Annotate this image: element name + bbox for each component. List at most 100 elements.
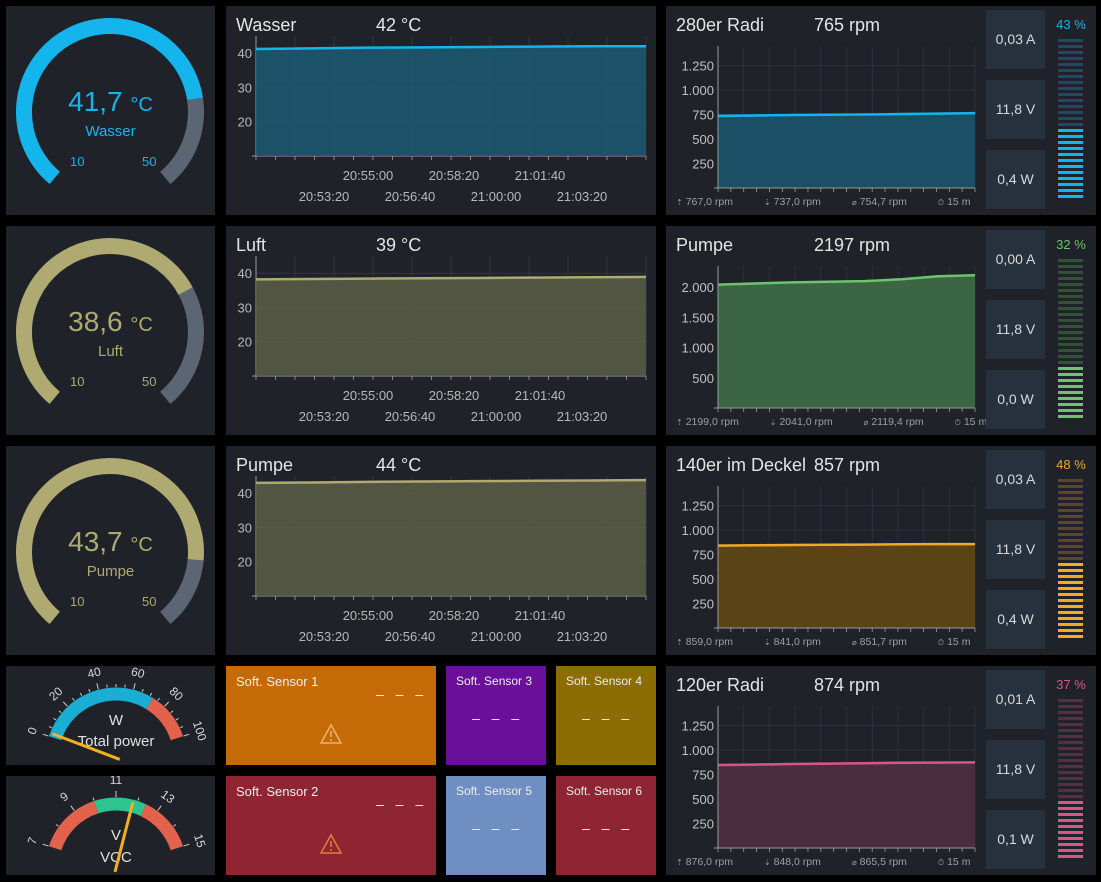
y-tick-label: 30 xyxy=(238,80,252,95)
stat-avg: ⌀ 851,7 rpm xyxy=(852,636,921,648)
gauge-min: 10 xyxy=(70,594,84,609)
fan-chart-plot: 1.2501.000750500250 xyxy=(666,6,986,215)
level-bar xyxy=(1058,57,1083,60)
fan-percent: 43 % xyxy=(1051,17,1091,32)
stat-span: ⏱ 15 m xyxy=(938,636,985,648)
level-bar xyxy=(1058,819,1083,822)
dial-tick-label: 40 xyxy=(86,666,103,681)
stat-max-value: 767,0 rpm xyxy=(686,196,733,208)
level-bar xyxy=(1058,611,1083,614)
y-tick-label: 2.000 xyxy=(681,280,714,295)
fan-volts: 11,8 V xyxy=(986,520,1045,579)
level-bar xyxy=(1058,129,1083,132)
temp-chart-pumpe: Pumpe 44 °C 40 30 20 20:55:00 20:58:20 21:01:… xyxy=(226,446,656,655)
sensor-name: Soft. Sensor 3 xyxy=(456,674,532,688)
fan-level-bars xyxy=(1058,699,1083,861)
level-bar xyxy=(1058,521,1083,524)
level-bar xyxy=(1058,81,1083,84)
level-bar xyxy=(1058,99,1083,102)
clock-icon: ⏱ xyxy=(938,638,944,647)
stat-avg-value: 865,5 rpm xyxy=(860,856,907,868)
level-bar xyxy=(1058,485,1083,488)
temp-chart-luft: Luft 39 °C 40 30 20 20:55:00 20:58:20 21:01:4… xyxy=(226,226,656,435)
clock-icon: ⏱ xyxy=(938,198,944,207)
gauge-value-number: 43,7 xyxy=(68,526,123,557)
level-bar xyxy=(1058,801,1083,804)
level-bar xyxy=(1058,265,1083,268)
level-bar xyxy=(1058,569,1083,572)
x-tick-label: 20:58:20 xyxy=(429,608,480,623)
level-bar xyxy=(1058,753,1083,756)
series-area xyxy=(718,544,975,628)
y-tick-label: 1.000 xyxy=(681,523,714,538)
dial-tick xyxy=(138,798,139,801)
level-bar xyxy=(1058,397,1083,400)
level-bar xyxy=(1058,563,1083,566)
gauge-value: 43,7 °C xyxy=(6,526,215,558)
stat-min-value: 737,0 rpm xyxy=(774,196,821,208)
fan-chart-plot: 1.2501.000750500250 xyxy=(666,666,986,875)
level-bar xyxy=(1058,165,1083,168)
dial-unit: W xyxy=(109,712,124,729)
stat-max: ⇡ 2199,0 rpm xyxy=(676,416,753,428)
temp-chart-plot: 40 30 20 20:55:00 20:58:20 21:01:40 20:53:20 20… xyxy=(226,226,656,435)
vcc-gauge-dial: 79111315VVCC xyxy=(6,776,215,875)
y-tick-label: 750 xyxy=(692,548,714,563)
y-tick-label: 1.000 xyxy=(681,83,714,98)
level-bar xyxy=(1058,289,1083,292)
fan-level-bars xyxy=(1058,39,1083,201)
level-bar xyxy=(1058,313,1083,316)
y-tick-label: 1.000 xyxy=(681,743,714,758)
dial-tick xyxy=(142,689,143,692)
gauge-label: Luft xyxy=(6,343,215,360)
series-area xyxy=(718,275,975,408)
stat-max: ⇡ 876,0 rpm xyxy=(676,856,747,868)
fan-panel-140er-deckel: 140er im Deckel 857 rpm 1.250 1.000 750 500… xyxy=(666,446,1096,655)
gauge-value-number: 38,6 xyxy=(68,306,123,337)
level-bar xyxy=(1058,277,1083,280)
fan-stats: ⇡ 876,0 rpm ⇣ 848,0 rpm ⌀ 865,5 rpm ⏱ 15 m xyxy=(676,856,998,868)
dial-tick xyxy=(93,798,94,801)
y-tick-label: 500 xyxy=(692,132,714,147)
power-gauge-dial: 02040 6080100WTotal power xyxy=(6,666,215,765)
fan-stats: ⇡ 767,0 rpm ⇣ 737,0 rpm ⌀ 754,7 rpm ⏱ 15 m xyxy=(676,196,998,208)
x-tick-label: 20:58:20 xyxy=(429,168,480,183)
y-tick-label: 750 xyxy=(692,768,714,783)
power-gauge: 0 20 40 60 80 100 W Total power xyxy=(6,666,215,765)
level-bar xyxy=(1058,825,1083,828)
y-tick-label: 1.250 xyxy=(681,59,714,74)
arrow-down-icon: ⇣ xyxy=(770,418,777,427)
dial-tick xyxy=(49,726,52,727)
fan-volts: 11,8 V xyxy=(986,740,1045,799)
y-tick-label: 500 xyxy=(692,371,714,386)
level-bar xyxy=(1058,783,1083,786)
y-tick-label: 250 xyxy=(692,157,714,172)
dial-tick xyxy=(134,683,135,689)
dial-tick xyxy=(63,702,67,706)
stat-span-value: 15 m xyxy=(947,196,970,208)
fan-panel-280er-radi: 280er Radi 765 rpm 1.250 1.000 750 500 250 ⇡… xyxy=(666,6,1096,215)
stat-span-value: 15 m xyxy=(964,416,987,428)
dial-unit: V xyxy=(111,827,121,844)
series-area xyxy=(718,762,975,848)
y-tick-label: 1.000 xyxy=(681,341,714,356)
gauge-unit: °C xyxy=(130,94,152,116)
level-bar xyxy=(1058,837,1083,840)
stat-max: ⇡ 767,0 rpm xyxy=(676,196,747,208)
average-icon: ⌀ xyxy=(852,198,857,207)
series-area xyxy=(256,480,646,596)
level-bar xyxy=(1058,343,1083,346)
level-bar xyxy=(1058,699,1083,702)
fan-amps: 0,03 A xyxy=(986,10,1045,69)
level-bar xyxy=(1058,283,1083,286)
level-bar xyxy=(1058,789,1083,792)
level-bar xyxy=(1058,813,1083,816)
stat-min-value: 841,0 rpm xyxy=(774,636,821,648)
y-tick-label: 1.250 xyxy=(681,499,714,514)
clock-icon: ⏱ xyxy=(955,418,961,427)
level-bar xyxy=(1058,843,1083,846)
soft-sensor-3: Soft. Sensor 3 – – – xyxy=(446,666,546,765)
y-tick-label: 40 xyxy=(238,46,252,61)
level-bar xyxy=(1058,545,1083,548)
x-tick-label: 21:03:20 xyxy=(557,409,608,424)
